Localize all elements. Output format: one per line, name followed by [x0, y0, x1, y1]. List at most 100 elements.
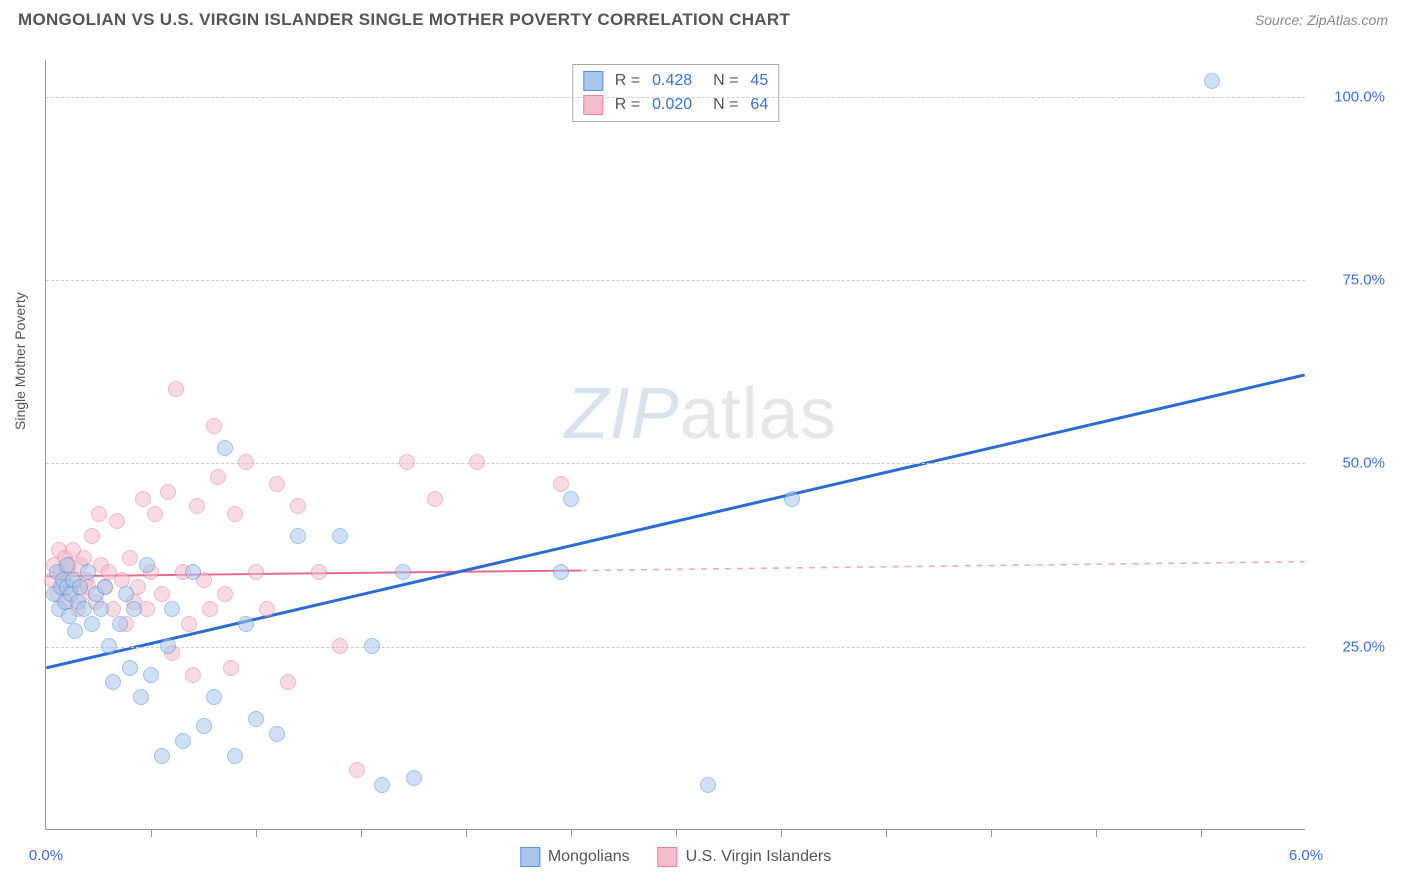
x-tick	[1201, 829, 1202, 837]
data-point	[112, 616, 128, 632]
legend-n-value: 45	[750, 72, 768, 90]
data-point	[248, 564, 264, 580]
data-point	[553, 564, 569, 580]
x-tick	[256, 829, 257, 837]
data-point	[147, 506, 163, 522]
data-point	[139, 557, 155, 573]
data-point	[109, 513, 125, 529]
correlation-legend: R =0.428 N =45R =0.020 N =64	[572, 64, 779, 122]
data-point	[133, 689, 149, 705]
legend-n-label: N =	[704, 72, 738, 90]
data-point	[206, 418, 222, 434]
data-point	[93, 601, 109, 617]
data-point	[160, 484, 176, 500]
data-point	[67, 623, 83, 639]
data-point	[700, 777, 716, 793]
x-tick	[361, 829, 362, 837]
data-point	[223, 660, 239, 676]
data-point	[469, 454, 485, 470]
data-point	[210, 469, 226, 485]
x-tick	[676, 829, 677, 837]
x-tick	[781, 829, 782, 837]
x-tick-label: 0.0%	[29, 847, 63, 864]
data-point	[76, 550, 92, 566]
data-point	[280, 674, 296, 690]
data-point	[185, 667, 201, 683]
data-point	[427, 491, 443, 507]
data-point	[202, 601, 218, 617]
data-point	[126, 601, 142, 617]
chart-title: MONGOLIAN VS U.S. VIRGIN ISLANDER SINGLE…	[18, 10, 790, 30]
data-point	[238, 616, 254, 632]
data-point	[269, 476, 285, 492]
legend-item: Mongolians	[520, 847, 630, 867]
x-tick	[571, 829, 572, 837]
x-tick	[1096, 829, 1097, 837]
data-point	[84, 616, 100, 632]
data-point	[168, 381, 184, 397]
data-point	[80, 564, 96, 580]
data-point	[217, 440, 233, 456]
data-point	[154, 586, 170, 602]
data-point	[349, 762, 365, 778]
data-point	[332, 638, 348, 654]
data-point	[290, 528, 306, 544]
data-point	[61, 608, 77, 624]
legend-r-label: R =	[615, 96, 640, 114]
data-point	[189, 498, 205, 514]
trend-lines	[46, 60, 1305, 829]
x-tick-label: 6.0%	[1289, 847, 1323, 864]
data-point	[154, 748, 170, 764]
gridline	[46, 280, 1305, 281]
data-point	[59, 557, 75, 573]
legend-r-value: 0.428	[652, 72, 692, 90]
data-point	[364, 638, 380, 654]
x-tick	[151, 829, 152, 837]
data-point	[395, 564, 411, 580]
data-point	[563, 491, 579, 507]
data-point	[1204, 73, 1220, 89]
y-axis-label: Single Mother Poverty	[12, 292, 28, 430]
gridline	[46, 463, 1305, 464]
data-point	[76, 601, 92, 617]
gridline	[46, 97, 1305, 98]
data-point	[160, 638, 176, 654]
data-point	[259, 601, 275, 617]
legend-n-value: 64	[750, 96, 768, 114]
data-point	[164, 601, 180, 617]
x-tick	[466, 829, 467, 837]
data-point	[118, 586, 134, 602]
data-point	[399, 454, 415, 470]
data-point	[332, 528, 348, 544]
data-point	[196, 718, 212, 734]
legend-r-value: 0.020	[652, 96, 692, 114]
x-tick	[991, 829, 992, 837]
data-point	[185, 564, 201, 580]
legend-label: Mongolians	[548, 848, 630, 866]
y-tick-label: 25.0%	[1342, 638, 1385, 655]
y-tick-label: 100.0%	[1334, 88, 1385, 105]
source-label: Source: ZipAtlas.com	[1255, 12, 1388, 28]
data-point	[227, 506, 243, 522]
legend-swatch	[583, 95, 603, 115]
legend-n-label: N =	[704, 96, 738, 114]
data-point	[217, 586, 233, 602]
data-point	[105, 674, 121, 690]
data-point	[97, 579, 113, 595]
y-tick-label: 50.0%	[1342, 455, 1385, 472]
data-point	[206, 689, 222, 705]
chart-plot-area: ZIPatlas R =0.428 N =45R =0.020 N =64 Mo…	[45, 60, 1305, 830]
data-point	[248, 711, 264, 727]
series-legend: MongoliansU.S. Virgin Islanders	[520, 847, 831, 867]
data-point	[91, 506, 107, 522]
gridline	[46, 647, 1305, 648]
legend-swatch	[583, 71, 603, 91]
data-point	[101, 638, 117, 654]
data-point	[84, 528, 100, 544]
data-point	[227, 748, 243, 764]
data-point	[784, 491, 800, 507]
data-point	[311, 564, 327, 580]
data-point	[122, 660, 138, 676]
legend-swatch	[520, 847, 540, 867]
data-point	[374, 777, 390, 793]
